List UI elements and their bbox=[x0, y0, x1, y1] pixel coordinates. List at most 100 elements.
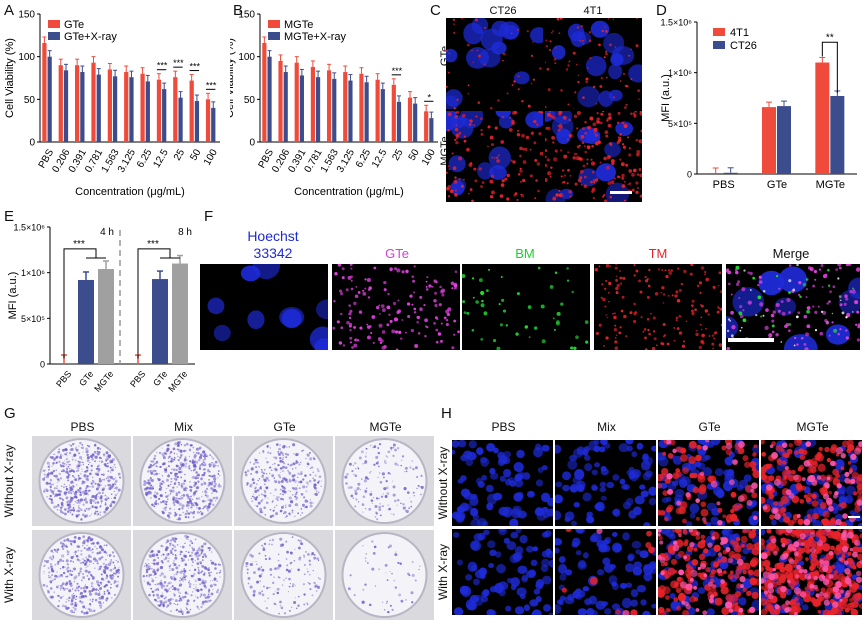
colony bbox=[217, 477, 218, 478]
fluorescent-spot bbox=[350, 268, 352, 270]
colony bbox=[49, 576, 51, 578]
colony bbox=[290, 562, 292, 564]
y-tick-label: 5×10⁵ bbox=[21, 314, 45, 324]
fluorescent-spot bbox=[820, 502, 827, 509]
colony bbox=[75, 551, 77, 553]
colony bbox=[318, 492, 320, 494]
colony bbox=[186, 608, 188, 610]
fluorescent-spot bbox=[524, 148, 527, 151]
fluorescent-spot bbox=[635, 270, 638, 273]
colony bbox=[104, 591, 106, 593]
colony bbox=[264, 490, 265, 491]
colony bbox=[84, 560, 86, 562]
colony bbox=[106, 496, 107, 497]
bar bbox=[56, 363, 72, 364]
fluorescent-spot bbox=[405, 332, 407, 334]
colony bbox=[155, 500, 157, 502]
fluorescent-spot bbox=[568, 61, 569, 62]
colony bbox=[269, 539, 271, 541]
colony bbox=[159, 488, 162, 491]
tile-background bbox=[462, 264, 590, 350]
colony bbox=[289, 586, 291, 588]
fluorescent-spot bbox=[475, 115, 477, 117]
fluorescent-spot bbox=[587, 126, 591, 130]
colony bbox=[208, 594, 210, 596]
colony bbox=[201, 570, 203, 572]
fluorescent-spot bbox=[678, 507, 686, 515]
colony bbox=[152, 460, 154, 462]
colony bbox=[288, 490, 289, 491]
fluorescent-spot bbox=[713, 338, 715, 340]
colony bbox=[204, 572, 206, 574]
colony bbox=[269, 557, 270, 558]
colony bbox=[295, 504, 296, 505]
colony bbox=[177, 476, 179, 478]
colony bbox=[170, 460, 173, 463]
fluorescent-spot bbox=[705, 278, 709, 282]
fluorescent-spot bbox=[593, 197, 595, 199]
colony bbox=[258, 502, 261, 505]
colony bbox=[96, 473, 99, 476]
colony bbox=[303, 603, 305, 605]
fluorescent-spot bbox=[817, 475, 821, 479]
colony bbox=[293, 453, 294, 454]
fluorescent-spot bbox=[441, 293, 444, 296]
fluorescent-spot bbox=[578, 75, 579, 76]
colony bbox=[303, 496, 305, 498]
fluorescent-spot bbox=[721, 586, 729, 594]
colony bbox=[46, 489, 49, 492]
nucleus bbox=[555, 482, 562, 488]
colony bbox=[364, 584, 366, 586]
fluorescent-spot bbox=[604, 305, 606, 307]
colony bbox=[179, 600, 180, 601]
colony bbox=[388, 508, 391, 511]
fluorescent-spot bbox=[629, 182, 631, 184]
fluorescent-spot bbox=[760, 315, 762, 317]
colony bbox=[60, 574, 63, 577]
colony bbox=[153, 563, 156, 566]
fluorescent-spot bbox=[605, 53, 608, 56]
fluorescent-spot bbox=[533, 120, 536, 123]
colony bbox=[83, 612, 86, 615]
colony bbox=[292, 494, 294, 496]
colony bbox=[276, 496, 277, 497]
bar bbox=[172, 264, 188, 364]
colony bbox=[154, 463, 156, 465]
fluorescent-spot bbox=[567, 139, 569, 141]
nucleus bbox=[599, 487, 606, 492]
colony bbox=[380, 481, 383, 484]
colony bbox=[273, 456, 275, 458]
colony bbox=[144, 565, 146, 567]
colony bbox=[49, 495, 51, 497]
fluorescent-spot bbox=[567, 64, 569, 66]
colony bbox=[114, 497, 117, 500]
fluorescent-spot bbox=[605, 51, 607, 53]
fluorescent-spot bbox=[842, 513, 848, 519]
colony bbox=[309, 588, 311, 590]
colony bbox=[64, 508, 67, 511]
fluorescent-spot bbox=[587, 145, 591, 149]
nucleus bbox=[536, 596, 542, 602]
colony bbox=[193, 511, 195, 513]
colony bbox=[44, 473, 46, 475]
fluorescent-spot bbox=[703, 445, 708, 450]
fluorescent-spot bbox=[620, 326, 622, 328]
colony bbox=[91, 575, 93, 577]
colony bbox=[283, 513, 284, 514]
colony bbox=[94, 444, 97, 447]
colony bbox=[297, 512, 299, 514]
colony bbox=[172, 553, 174, 555]
colony bbox=[354, 462, 356, 464]
colony bbox=[91, 485, 94, 488]
bar-xray bbox=[365, 82, 369, 142]
colony bbox=[257, 489, 259, 491]
nucleus bbox=[584, 455, 590, 461]
colony bbox=[184, 474, 185, 475]
colony bbox=[92, 542, 95, 545]
colony bbox=[288, 570, 291, 573]
fluorescent-spot bbox=[672, 294, 674, 296]
colony bbox=[181, 444, 183, 446]
colony bbox=[178, 482, 180, 484]
fluorescent-spot bbox=[764, 326, 768, 330]
colony bbox=[353, 465, 355, 467]
